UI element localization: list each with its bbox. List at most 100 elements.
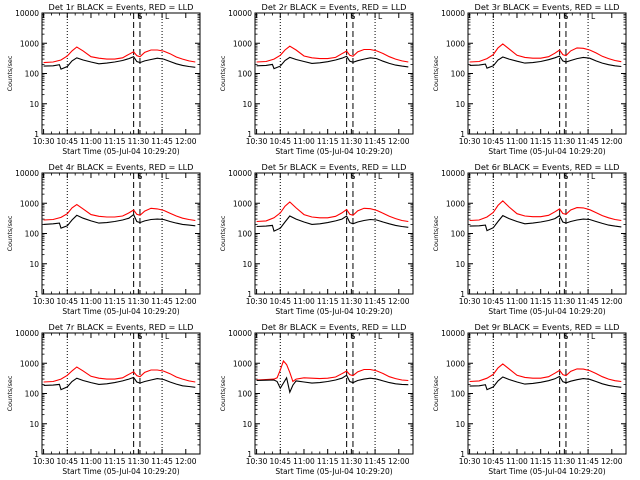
annotation-s: S (351, 332, 356, 341)
y-tick-label: 100 (238, 70, 253, 79)
x-axis-label: Start Time (05-Jul-04 10:29:20) (62, 467, 179, 476)
x-tick-label: 12:00 (388, 297, 410, 306)
annotation-l: L (165, 172, 170, 181)
x-axis-label: Start Time (05-Jul-04 10:29:20) (488, 147, 605, 156)
y-axis-label: Counts/sec (6, 215, 14, 251)
y-tick-label: 1 (34, 450, 39, 459)
y-axis-label: Counts/sec (432, 215, 440, 251)
y-axis-label: Counts/sec (6, 55, 14, 91)
y-tick-label: 1 (247, 450, 252, 459)
x-tick-label: 11:30 (341, 297, 363, 306)
x-axis-label: Start Time (05-Jul-04 10:29:20) (62, 147, 179, 156)
y-tick-label: 100 (451, 390, 466, 399)
plot-frame (467, 12, 627, 135)
y-tick-label: 1 (460, 290, 465, 299)
x-tick-label: 11:15 (530, 457, 552, 466)
x-tick-label: 10:45 (56, 297, 78, 306)
chart-panel-6: Det 6r BLACK = Events, RED = LLD Start Ti… (432, 162, 627, 316)
x-tick-label: 11:00 (506, 137, 528, 146)
plot-frame (467, 332, 627, 455)
x-tick-label: 10:30 (459, 297, 481, 306)
x-tick-label: 11:00 (80, 297, 102, 306)
y-tick-label: 10000 (228, 329, 252, 338)
y-tick-label: 100 (25, 70, 40, 79)
y-tick-label: 10 (29, 260, 39, 269)
annotation-s: S (564, 172, 569, 181)
x-tick-label: 10:45 (269, 457, 291, 466)
x-tick-label: 12:00 (175, 137, 197, 146)
x-tick-label: 11:30 (128, 137, 150, 146)
annotation-s: S (351, 172, 356, 181)
y-tick-label: 1 (247, 130, 252, 139)
annotation-l: L (378, 332, 383, 341)
y-axis-label: Counts/sec (432, 375, 440, 411)
x-tick-label: 11:00 (293, 457, 315, 466)
x-tick-label: 10:45 (56, 137, 78, 146)
x-tick-label: 11:15 (317, 297, 339, 306)
x-axis-label: Start Time (05-Jul-04 10:29:20) (488, 467, 605, 476)
series-line-events (256, 55, 409, 70)
x-tick-label: 11:15 (104, 297, 126, 306)
x-tick-label: 10:45 (269, 137, 291, 146)
y-tick-label: 10000 (441, 329, 465, 338)
y-tick-label: 10000 (15, 9, 39, 18)
series-line-lld (256, 359, 409, 383)
series-line-events (43, 376, 196, 391)
chart-panel-4: Det 4r BLACK = Events, RED = LLD Start Ti… (6, 162, 201, 316)
chart-panel-1: Det 1r BLACK = Events, RED = LLD Start Ti… (6, 2, 201, 156)
chart-panel-8: Det 8r BLACK = Events, RED = LLD Start Ti… (219, 322, 414, 476)
annotation-s: S (138, 12, 143, 21)
x-axis-label: Start Time (05-Jul-04 10:29:20) (275, 467, 392, 476)
y-tick-label: 10000 (228, 9, 252, 18)
series-line-events (469, 55, 622, 69)
series-line-lld (469, 43, 622, 63)
x-tick-label: 10:45 (482, 297, 504, 306)
y-tick-label: 1000 (446, 199, 465, 208)
series-line-lld (43, 46, 196, 64)
y-tick-label: 10 (455, 420, 465, 429)
annotation-s: S (138, 172, 143, 181)
annotation-l: L (591, 332, 596, 341)
series-line-events (469, 214, 622, 232)
plot-frame (467, 172, 627, 295)
x-tick-label: 11:15 (317, 457, 339, 466)
x-axis-label: Start Time (05-Jul-04 10:29:20) (275, 147, 392, 156)
x-tick-label: 10:30 (246, 137, 268, 146)
y-tick-label: 10000 (15, 169, 39, 178)
x-tick-label: 11:45 (577, 297, 599, 306)
plot-frame (254, 172, 414, 295)
y-tick-label: 10 (242, 100, 252, 109)
y-tick-label: 1000 (446, 39, 465, 48)
series-line-lld (256, 45, 409, 63)
annotation-l: L (591, 12, 596, 21)
y-tick-label: 10 (455, 100, 465, 109)
x-tick-label: 11:45 (577, 137, 599, 146)
x-tick-label: 11:30 (554, 137, 576, 146)
y-tick-label: 10 (242, 420, 252, 429)
y-axis-label: Counts/sec (432, 55, 440, 91)
x-tick-label: 11:30 (128, 297, 150, 306)
x-tick-label: 11:30 (341, 457, 363, 466)
chart-title: Det 1r BLACK = Events, RED = LLD (49, 2, 194, 12)
x-tick-label: 12:00 (601, 297, 623, 306)
y-tick-label: 10 (29, 420, 39, 429)
y-tick-label: 100 (451, 70, 466, 79)
y-tick-label: 10 (455, 260, 465, 269)
x-tick-label: 11:45 (151, 297, 173, 306)
y-tick-label: 10000 (441, 169, 465, 178)
series-line-events (469, 375, 622, 391)
chart-panel-9: Det 9r BLACK = Events, RED = LLD Start Ti… (432, 322, 627, 476)
y-tick-label: 1000 (233, 359, 252, 368)
x-tick-label: 11:15 (530, 297, 552, 306)
series-line-events (43, 213, 196, 229)
x-tick-label: 11:15 (530, 137, 552, 146)
chart-title: Det 4r BLACK = Events, RED = LLD (49, 162, 194, 172)
y-tick-label: 10 (29, 100, 39, 109)
x-tick-label: 11:30 (554, 457, 576, 466)
annotation-l: L (378, 12, 383, 21)
x-tick-label: 11:15 (104, 457, 126, 466)
series-line-lld (469, 363, 622, 383)
chart-panel-3: Det 3r BLACK = Events, RED = LLD Start Ti… (432, 2, 627, 156)
y-tick-label: 1000 (233, 199, 252, 208)
